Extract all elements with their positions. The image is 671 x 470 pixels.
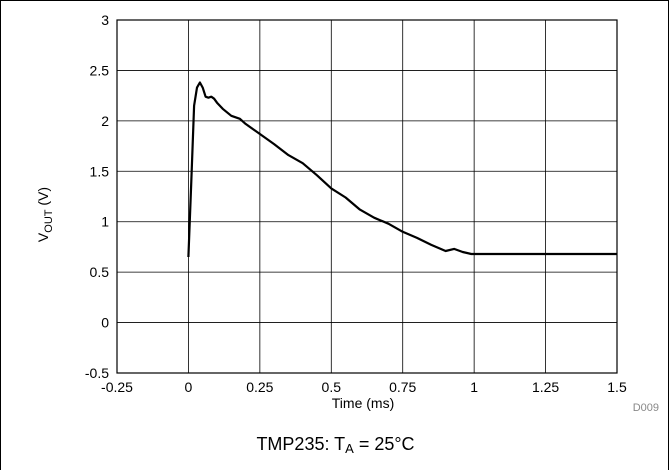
x-tick-label: 0.5	[322, 379, 342, 395]
x-tick-label: 1.25	[532, 379, 559, 395]
y-tick-label: 0	[101, 315, 109, 331]
x-axis-title: Time (ms)	[332, 395, 394, 411]
plot-area-border	[116, 19, 618, 374]
caption-subscript: A	[345, 441, 354, 456]
grid-lines	[117, 20, 617, 373]
y-tick-label: 2	[101, 113, 109, 129]
x-tick-label: 0.75	[389, 379, 416, 395]
y-axis-title: VOUT (V)	[35, 187, 55, 242]
x-tick-label: -0.25	[101, 379, 133, 395]
x-tick-labels: -0.25 0 0.25 0.5 0.75 1 1.25 1.5	[101, 379, 627, 395]
y-axis-title-main: V	[35, 232, 51, 242]
y-axis-title-subscript: OUT	[43, 209, 55, 233]
x-tick-label: 0.25	[246, 379, 273, 395]
figure-code: D009	[633, 402, 659, 414]
y-tick-label: 2.5	[90, 62, 110, 78]
y-tick-label: 1.5	[90, 163, 110, 179]
y-tick-label: -0.5	[85, 365, 109, 381]
y-tick-label: 1	[101, 214, 109, 230]
caption-prefix: TMP235: T	[256, 434, 346, 454]
figure-caption: TMP235: TA = 25°C	[0, 434, 671, 456]
series-line-vout	[187, 81, 617, 258]
y-tick-label: 3	[101, 12, 109, 28]
x-tick-label: 0	[185, 379, 193, 395]
caption-suffix: = 25°C	[353, 434, 415, 454]
x-tick-label: 1	[470, 379, 478, 395]
x-tick-label: 1.5	[607, 379, 627, 395]
y-axis-title-unit: (V)	[35, 187, 51, 210]
y-tick-label: 0.5	[90, 264, 110, 280]
y-tick-labels: -0.5 0 0.5 1 1.5 2 2.5 3	[85, 12, 109, 381]
